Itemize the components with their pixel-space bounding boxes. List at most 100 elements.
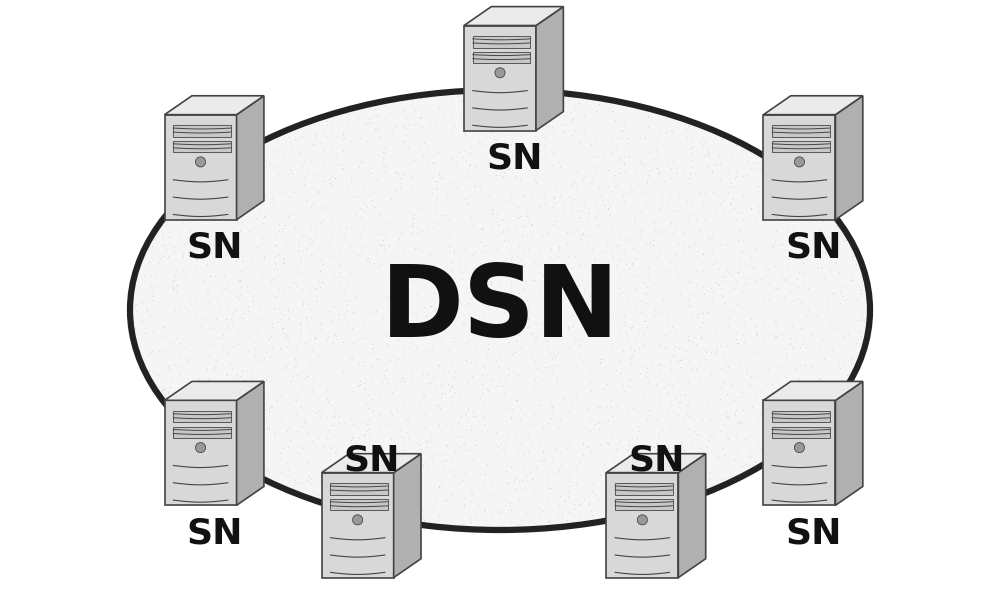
Point — [467, 440, 483, 450]
Point — [271, 219, 287, 229]
Point — [320, 331, 336, 341]
Point — [524, 276, 540, 285]
Point — [465, 249, 481, 259]
Point — [329, 153, 345, 163]
Point — [511, 476, 527, 485]
Point — [436, 455, 452, 465]
Point — [642, 441, 658, 450]
Point — [560, 96, 576, 105]
Point — [361, 423, 377, 433]
Point — [160, 251, 176, 261]
Point — [356, 378, 372, 388]
Point — [692, 322, 708, 332]
Point — [795, 333, 811, 342]
Point — [545, 219, 561, 229]
Point — [382, 477, 398, 487]
Point — [272, 343, 288, 353]
Point — [821, 378, 837, 387]
Point — [158, 217, 174, 227]
Point — [329, 109, 345, 119]
Point — [434, 317, 450, 327]
Point — [425, 223, 441, 233]
Point — [266, 427, 282, 437]
Point — [216, 270, 232, 280]
Point — [503, 139, 519, 149]
Point — [504, 404, 520, 414]
Point — [814, 335, 830, 344]
Point — [604, 248, 620, 258]
Point — [289, 478, 305, 487]
Point — [282, 273, 298, 282]
Point — [181, 308, 197, 318]
Point — [653, 116, 669, 126]
Point — [636, 330, 652, 339]
Point — [203, 418, 219, 428]
Point — [743, 252, 759, 262]
Point — [618, 464, 634, 473]
Point — [299, 320, 315, 330]
Point — [349, 438, 365, 448]
Point — [296, 156, 312, 166]
Point — [488, 170, 504, 179]
Point — [671, 398, 687, 407]
Point — [435, 465, 451, 474]
Point — [213, 207, 229, 217]
Point — [535, 102, 551, 112]
Point — [646, 310, 662, 320]
Point — [673, 471, 689, 481]
Point — [642, 410, 658, 420]
Point — [322, 441, 338, 451]
Point — [516, 193, 532, 202]
Point — [716, 420, 732, 430]
Point — [455, 476, 471, 485]
Point — [572, 293, 588, 302]
Point — [734, 387, 750, 396]
Point — [809, 262, 825, 272]
Point — [342, 136, 358, 146]
Point — [426, 371, 442, 381]
Point — [712, 395, 728, 404]
Point — [747, 458, 763, 467]
Point — [307, 223, 323, 233]
Point — [172, 338, 188, 348]
Point — [322, 311, 338, 321]
Point — [222, 159, 238, 169]
Point — [390, 170, 406, 179]
Point — [634, 296, 650, 305]
Point — [782, 400, 798, 410]
Point — [474, 139, 490, 149]
Point — [443, 334, 459, 344]
Point — [791, 233, 807, 243]
Point — [199, 259, 215, 269]
Point — [234, 416, 250, 425]
Point — [362, 176, 378, 185]
Point — [806, 381, 822, 391]
Point — [549, 377, 565, 387]
Point — [804, 418, 820, 427]
Point — [506, 90, 522, 99]
Point — [312, 218, 328, 228]
Point — [468, 411, 484, 421]
Point — [187, 293, 203, 303]
Point — [691, 430, 707, 440]
Point — [419, 223, 435, 233]
Point — [518, 408, 534, 418]
Point — [655, 502, 671, 511]
Point — [756, 163, 772, 173]
Point — [726, 283, 742, 293]
Point — [612, 154, 628, 164]
Point — [343, 414, 359, 424]
Point — [731, 358, 747, 368]
Point — [230, 255, 246, 264]
Point — [791, 267, 807, 277]
Point — [280, 465, 296, 475]
Point — [211, 247, 227, 257]
Point — [307, 131, 323, 141]
Point — [415, 392, 431, 402]
Point — [433, 457, 449, 467]
Point — [202, 400, 218, 410]
Point — [500, 164, 516, 173]
Point — [413, 204, 429, 213]
Point — [588, 213, 604, 223]
Point — [377, 113, 393, 123]
